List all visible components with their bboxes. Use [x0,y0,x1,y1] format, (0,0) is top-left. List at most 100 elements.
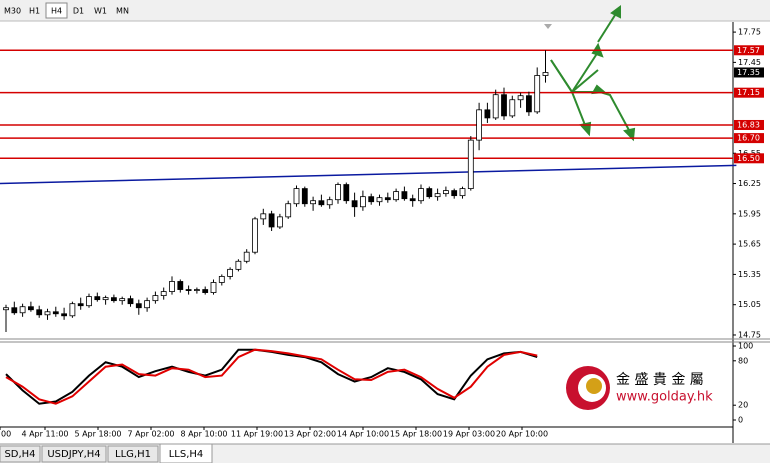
candle-body [202,289,209,293]
candle-body [335,184,341,201]
chart-tab[interactable] [159,443,213,463]
candle-body [442,190,449,195]
watermark-url: www.golday.hk [616,390,713,405]
chart-tab-label[interactable]: LLS,H4 [169,449,204,460]
price-level-label: 16.70 [737,134,760,143]
timeframe-button[interactable] [45,2,68,19]
timeframe-label[interactable]: H1 [29,7,40,16]
candle-body [119,298,126,302]
candle-body [393,191,400,201]
timeframe-button[interactable] [2,3,23,18]
candle-body [11,307,18,314]
timeframe-label[interactable]: M30 [4,7,21,16]
chart-tab[interactable] [0,445,41,463]
candle-body [384,197,391,201]
candle-body [69,303,76,317]
y-tick-label: 16.55 [738,149,761,158]
shift-marker [544,24,552,29]
candle-body [61,313,67,317]
candle-body [401,191,408,200]
candle-body [77,303,84,307]
candle-body [326,199,333,206]
candle-body [135,303,142,309]
x-tick-label: 7 Apr 02:00 [127,430,174,439]
candle-body [127,298,134,305]
candle-body [276,216,283,228]
price-level-label: 17.15 [737,88,760,97]
x-tick-label: 4 Apr 11:00 [21,430,68,439]
candle-body [351,200,358,208]
osc-tick-label: 80 [738,356,748,365]
x-tick-label: 15 Apr 18:00 [390,430,442,439]
current-price-label: 17.35 [737,68,760,77]
forecast-arrows [550,5,636,142]
candle-body [243,251,250,262]
candle-body [52,311,59,315]
candle-body [509,99,516,117]
chart-tab-label[interactable]: SD,H4 [4,449,35,460]
price-level-label: 17.57 [737,46,760,55]
oscillator-line [5,348,538,405]
candle-body [301,188,308,205]
price-level-box [734,87,764,98]
watermark: 金 盛 貴 金 屬 www.golday.hk [566,366,713,410]
candle-body [293,188,300,205]
timeframe-button[interactable] [24,3,45,18]
candle-body [86,296,92,307]
chart-tab[interactable] [41,445,107,463]
candle-body [426,188,433,198]
candle-body [218,276,225,283]
candle-body [476,109,483,141]
timeframe-label[interactable]: MN [116,7,129,16]
candle-body [260,213,267,220]
chart-tab-label[interactable]: LLG,H1 [115,449,151,460]
timeframe-button[interactable] [68,3,89,18]
candle-body [517,95,524,101]
candle-body [526,95,532,113]
osc-tick-label: 20 [738,401,748,410]
candle-body [409,198,416,202]
candle-body [193,289,200,291]
x-tick-label: 19 Apr 03:00 [443,430,495,439]
candle-body [111,297,117,302]
timeframe-label[interactable]: H4 [51,7,62,16]
y-tick-label: 15.05 [738,300,761,309]
candle-body [169,281,175,292]
candle-body [484,109,491,119]
y-tick-label: 17.75 [738,28,761,37]
y-tick-label: 17.45 [738,58,761,67]
candle-body [235,260,242,270]
price-level-label: 16.50 [737,154,760,163]
timeframe-button[interactable] [112,3,133,18]
toolbar [0,0,770,21]
y-tick-label: 14.75 [738,330,761,339]
chart-tab-label[interactable]: USDJPY,H4 [47,449,100,460]
candle-body [501,94,507,117]
candle-body [94,296,101,301]
price-level-label: 16.83 [737,120,760,129]
candle-body [210,282,217,293]
candle-body [343,184,350,202]
x-tick-label: 11 Apr 19:00 [231,430,283,439]
candle-body [318,200,325,206]
current-price-box [734,67,764,78]
x-tick-label: 00 [1,430,11,439]
price-level-box [734,153,764,164]
timeframe-label[interactable]: W1 [94,7,107,16]
timeframe-button[interactable] [90,3,111,18]
candle-body [359,196,366,208]
watermark-name: 金 盛 貴 金 屬 [616,372,704,388]
x-tick-label: 8 Apr 10:00 [180,430,227,439]
price-level-box [734,133,764,144]
candle-body [418,188,424,202]
timeframe-label[interactable]: D1 [73,7,84,16]
y-tick-label: 15.95 [738,209,761,218]
candle-body [102,297,109,301]
candle-body [160,291,167,297]
osc-tick-label: 100 [738,342,753,351]
x-tick-label: 13 Apr 02:00 [284,430,336,439]
chart-tab[interactable] [107,445,159,463]
candle-body [451,190,458,197]
